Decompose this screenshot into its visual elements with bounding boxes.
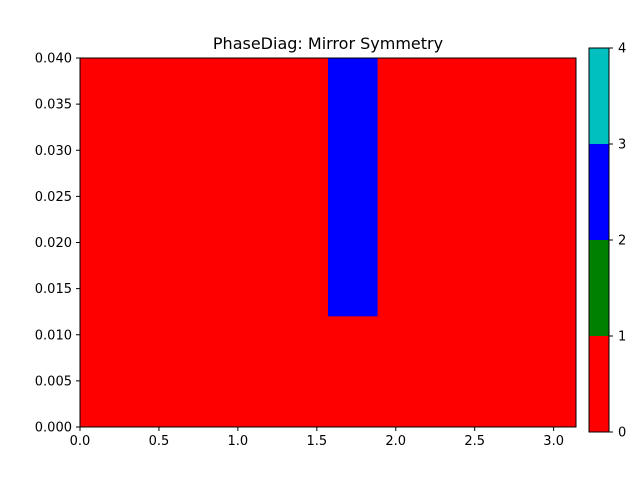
y-tick-label: 0.040 (35, 52, 72, 67)
x-tick-label: 3.0 (543, 434, 564, 449)
x-tick-label: 1.5 (306, 434, 327, 449)
x-tick-label: 0.5 (149, 434, 170, 449)
colorbar-tick-label: 1 (618, 330, 626, 345)
y-tick-label: 0.020 (35, 236, 72, 251)
x-tick-label: 2.5 (464, 434, 485, 449)
colorbar-bin-2 (589, 144, 609, 240)
colorbar-bin-3 (589, 48, 609, 144)
colorbar-bin-1 (589, 240, 609, 336)
x-axis: 0.0 0.5 1.0 1.5 2.0 2.5 3.0 (70, 427, 564, 449)
chart-title: PhaseDiag: Mirror Symmetry (213, 34, 443, 53)
colorbar-tick-label: 4 (618, 42, 626, 57)
y-tick-label: 0.025 (35, 190, 72, 205)
y-tick-label: 0.010 (35, 328, 72, 343)
y-tick-label: 0.030 (35, 144, 72, 159)
y-tick-label: 0.035 (35, 98, 72, 113)
colorbar-bin-0 (589, 336, 609, 432)
x-tick-label: 0.0 (70, 434, 91, 449)
y-tick-label: 0.005 (35, 374, 72, 389)
colorbar-tick-label: 0 (618, 426, 626, 441)
y-tick-label: 0.015 (35, 282, 72, 297)
y-axis: 0.000 0.005 0.010 0.015 0.020 0.025 0.030 0.035… (35, 52, 80, 436)
y-tick-label: 0.000 (35, 421, 72, 436)
colorbar-tick-label: 2 (618, 234, 626, 249)
x-tick-label: 2.0 (385, 434, 406, 449)
phase-region-1 (328, 58, 378, 317)
colorbar: 0 1 2 3 4 (588, 42, 626, 441)
x-tick-label: 1.0 (228, 434, 249, 449)
colorbar-tick-label: 3 (618, 138, 626, 153)
plot-regions (80, 58, 576, 427)
